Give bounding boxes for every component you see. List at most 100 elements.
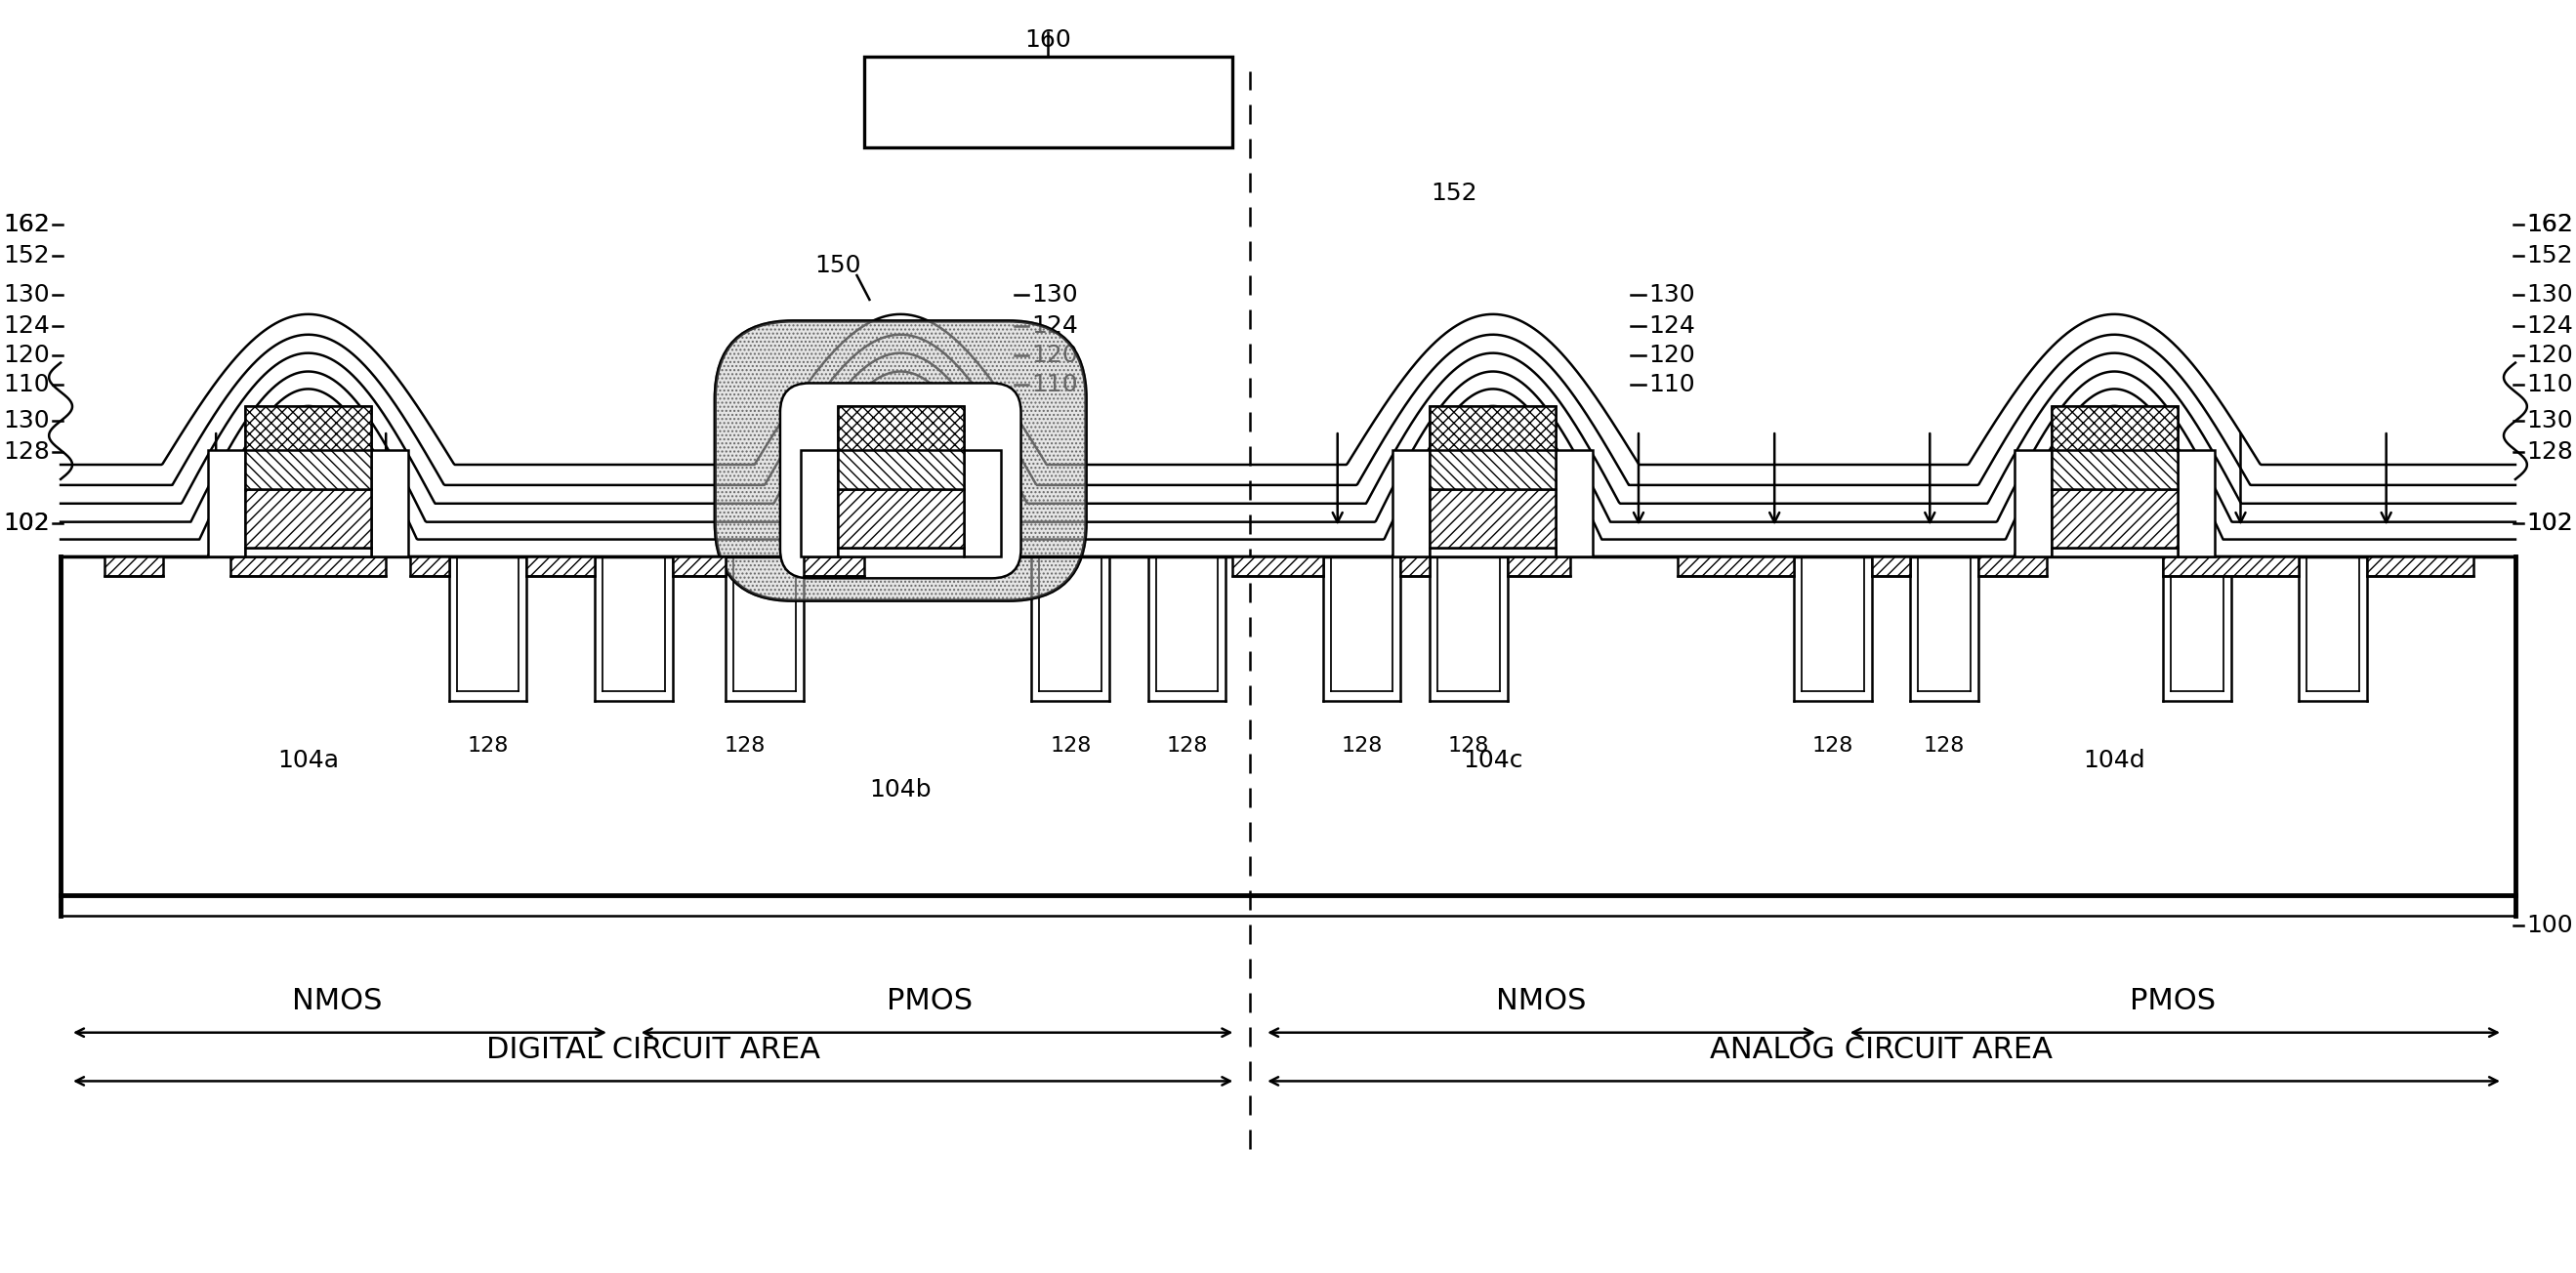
Text: 124: 124 — [1649, 314, 1695, 337]
Text: 124: 124 — [2527, 314, 2573, 337]
Text: 128: 128 — [1342, 737, 1383, 756]
Text: 102: 102 — [3, 512, 49, 535]
Text: 130: 130 — [726, 639, 765, 659]
Text: 162: 162 — [2527, 213, 2573, 237]
Text: 124: 124 — [3, 314, 49, 337]
Bar — [1911, 556, 1978, 712]
Text: 110: 110 — [1649, 373, 1695, 397]
FancyBboxPatch shape — [716, 321, 1087, 601]
Text: 152: 152 — [1430, 181, 1476, 205]
Text: 130: 130 — [469, 639, 507, 659]
Bar — [2050, 547, 2177, 556]
Bar — [1430, 406, 1556, 451]
FancyBboxPatch shape — [781, 383, 1020, 578]
Bar — [1234, 556, 1324, 577]
Text: 120: 120 — [1030, 344, 1079, 367]
Bar — [371, 451, 407, 556]
Bar — [1873, 556, 1911, 577]
Bar — [1430, 489, 1556, 547]
Bar — [245, 489, 371, 547]
Bar — [1677, 556, 1793, 577]
Text: DIGITAL CIRCUIT AREA: DIGITAL CIRCUIT AREA — [487, 1035, 819, 1064]
Bar — [448, 556, 526, 712]
Text: 128: 128 — [724, 737, 765, 756]
Bar — [2014, 451, 2050, 556]
Text: 110: 110 — [2527, 373, 2573, 397]
Text: 128: 128 — [1448, 737, 1489, 756]
Text: 130: 130 — [2527, 283, 2573, 307]
Bar — [1401, 556, 1430, 577]
Bar — [526, 556, 595, 577]
Text: 128: 128 — [1811, 737, 1852, 756]
Bar — [837, 406, 963, 430]
Bar — [1556, 451, 1592, 556]
Text: PMOS: PMOS — [2130, 987, 2215, 1015]
Text: 120: 120 — [2527, 344, 2573, 367]
Bar — [837, 406, 963, 451]
Bar — [245, 430, 371, 489]
Text: PMOS: PMOS — [886, 987, 974, 1015]
Bar — [245, 406, 371, 451]
Bar — [1507, 556, 1571, 577]
Text: 130: 130 — [3, 283, 49, 307]
Text: 130: 130 — [2527, 410, 2573, 433]
Bar — [804, 556, 866, 577]
Bar — [2164, 556, 2298, 577]
Text: 162: 162 — [3, 213, 49, 237]
Bar — [232, 556, 386, 577]
Bar — [1430, 556, 1507, 712]
Text: 120: 120 — [1649, 344, 1695, 367]
Text: ANALOG CIRCUIT AREA: ANALOG CIRCUIT AREA — [1710, 1035, 2053, 1064]
Bar — [1030, 556, 1110, 712]
Text: NMOS: NMOS — [1497, 987, 1587, 1015]
Bar — [1430, 406, 1556, 430]
Text: 100: 100 — [2527, 914, 2573, 937]
Text: 110: 110 — [1030, 373, 1079, 397]
Text: 160: 160 — [1025, 29, 1072, 52]
Text: NMOS: NMOS — [291, 987, 381, 1015]
Bar — [2164, 556, 2231, 712]
Text: 150: 150 — [814, 253, 860, 278]
Text: 102: 102 — [3, 512, 49, 535]
Text: 130: 130 — [1342, 639, 1381, 659]
Bar — [410, 556, 448, 577]
Text: 110: 110 — [3, 373, 49, 397]
Bar — [1978, 556, 2045, 577]
Text: 152: 152 — [3, 244, 49, 267]
Bar — [837, 547, 963, 556]
Bar — [837, 489, 963, 547]
Bar — [2050, 489, 2177, 547]
Text: 152: 152 — [2527, 244, 2573, 267]
Text: 104b: 104b — [871, 778, 933, 802]
Text: 130: 130 — [3, 410, 49, 433]
Text: 130: 130 — [1649, 283, 1695, 307]
Bar — [2177, 451, 2215, 556]
Bar — [103, 556, 162, 577]
Text: 128: 128 — [466, 737, 507, 756]
Bar — [1324, 556, 1401, 712]
Bar — [801, 451, 837, 556]
Bar — [62, 556, 2514, 917]
Bar — [2367, 556, 2473, 577]
Text: 162: 162 — [2527, 213, 2573, 237]
Bar — [1149, 556, 1226, 712]
Text: 102: 102 — [2527, 512, 2573, 535]
Bar — [2050, 406, 2177, 430]
Text: 130: 130 — [1450, 639, 1489, 659]
Text: 130: 130 — [1051, 639, 1090, 659]
Text: 130: 130 — [1030, 283, 1079, 307]
Text: 124: 124 — [1030, 314, 1079, 337]
Text: 104d: 104d — [2084, 749, 2146, 773]
Text: 128: 128 — [3, 440, 49, 463]
Text: 128: 128 — [1924, 737, 1965, 756]
Text: 120: 120 — [3, 344, 49, 367]
Bar — [209, 451, 245, 556]
Text: 104a: 104a — [278, 749, 340, 773]
Bar — [1430, 430, 1556, 489]
Bar — [726, 556, 804, 712]
Bar — [866, 57, 1234, 148]
Bar — [2298, 556, 2367, 712]
Bar — [1430, 547, 1556, 556]
Text: 128: 128 — [2527, 440, 2573, 463]
Bar — [595, 556, 672, 712]
